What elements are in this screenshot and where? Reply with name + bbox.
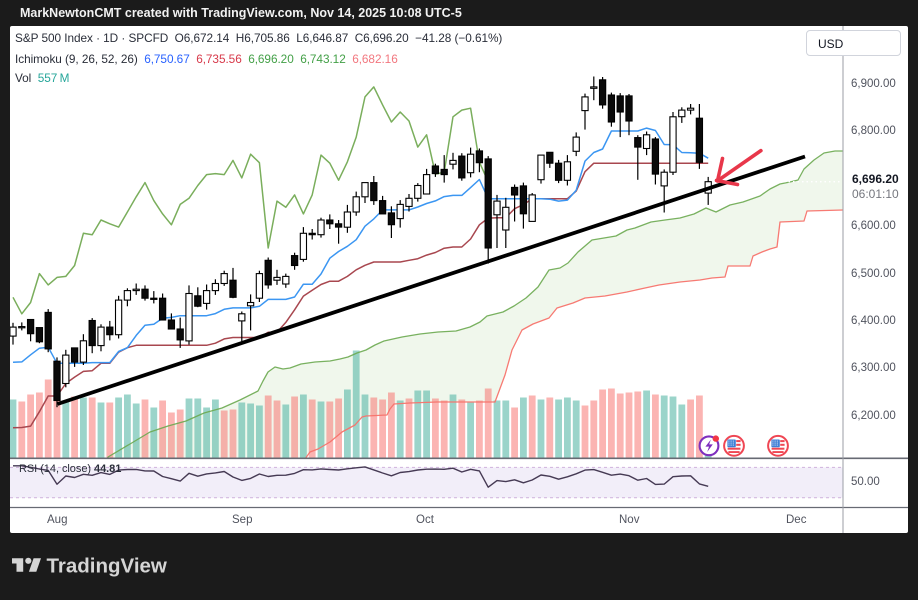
svg-text:TradingView: TradingView xyxy=(47,555,167,578)
